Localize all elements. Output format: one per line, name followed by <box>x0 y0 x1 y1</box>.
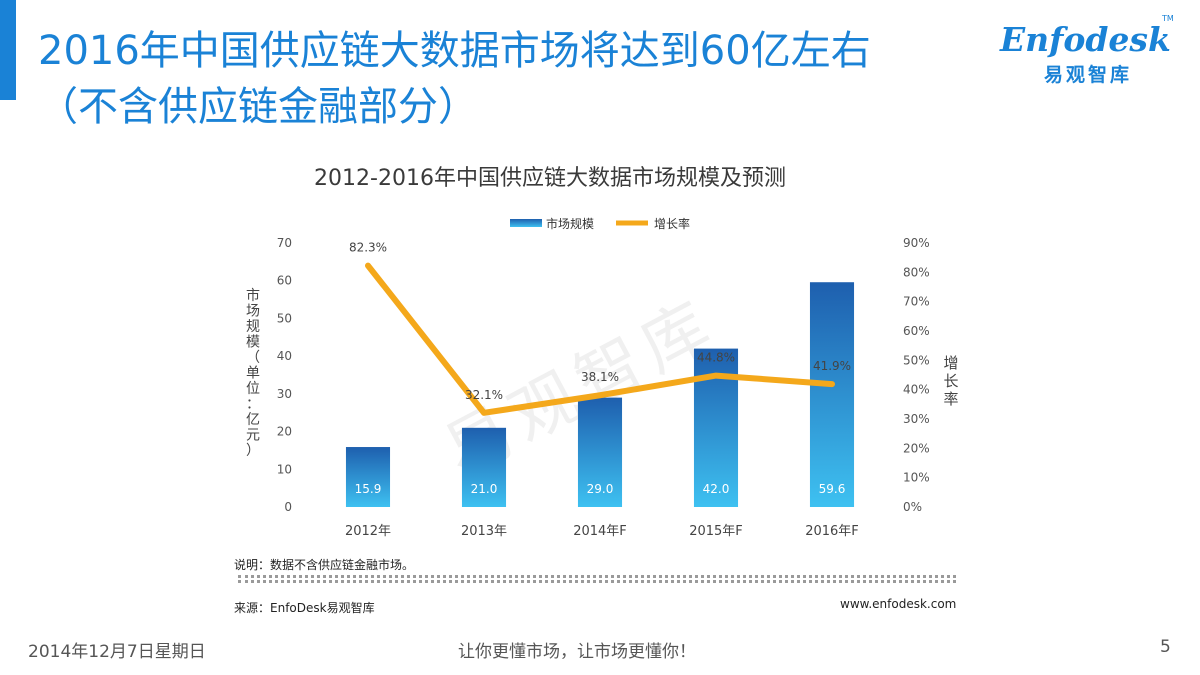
y-axis-title-left-char: （ <box>246 350 260 366</box>
y-axis-right: 0% 10% 20% 30% 40% 50% 60% 70% 80% 90% <box>903 236 930 514</box>
line-point <box>365 263 371 269</box>
y-tick-label-left: 30 <box>277 387 292 401</box>
x-axis: 2012年 2013年 2014年F 2015年F 2016年F <box>345 524 859 539</box>
y-tick-label-left: 50 <box>277 311 292 325</box>
y-tick-label-left: 10 <box>277 462 292 476</box>
line-value-label: 44.8% <box>697 351 735 365</box>
y-axis-title-left-char: ： <box>246 397 260 413</box>
bar-value-label: 59.6 <box>819 482 846 496</box>
x-tick-label: 2014年F <box>573 524 627 539</box>
bar-value-label: 42.0 <box>703 482 730 496</box>
x-tick-label: 2012年 <box>345 524 391 539</box>
y-axis-title-left-char: 市 <box>246 287 260 304</box>
line-point <box>481 410 487 416</box>
line-point <box>829 381 835 387</box>
y-axis-title-left-char: 场 <box>246 304 260 320</box>
y-tick-label-left: 0 <box>284 500 292 514</box>
bar-value-label: 21.0 <box>471 482 498 496</box>
x-tick-label: 2016年F <box>805 524 859 539</box>
x-tick-label: 2015年F <box>689 524 743 539</box>
y-axis-title-left-char: 位 <box>246 381 260 397</box>
bar-value-label: 15.9 <box>355 482 382 496</box>
y-tick-label-right: 90% <box>903 236 930 250</box>
y-axis-title-right-char: 率 <box>943 390 958 408</box>
y-axis-title-left-char: 模 <box>246 335 260 351</box>
y-tick-label-left: 20 <box>277 425 292 439</box>
slide-title-line-2: （不含供应链金融部分） <box>38 84 478 130</box>
y-tick-label-right: 70% <box>903 295 930 309</box>
bar <box>345 447 391 507</box>
dotted-divider-top <box>238 575 956 578</box>
line-series: 82.3% 32.1% 38.1% 44.8% 41.9% <box>349 241 851 416</box>
y-axis-title-right-char: 长 <box>943 372 958 390</box>
line-value-label: 41.9% <box>813 359 851 373</box>
footer-date: 2014年12月7日星期日 <box>28 642 206 662</box>
website-link[interactable]: www.enfodesk.com <box>840 597 957 611</box>
line-point <box>713 373 719 379</box>
y-axis-title-left-char: 亿 <box>246 412 260 428</box>
slide-title-line-1: 2016年中国供应链大数据市场将达到60亿左右 <box>38 28 871 74</box>
line-point <box>597 392 603 398</box>
y-tick-label-left: 40 <box>277 349 292 363</box>
page-number: 5 <box>1160 637 1171 657</box>
x-tick-label: 2013年 <box>461 524 507 539</box>
y-tick-label-right: 80% <box>903 265 930 279</box>
enfodesk-logo: Enfodesk TM 易观智库 <box>1000 12 1190 102</box>
bar <box>577 397 623 507</box>
line-value-label: 38.1% <box>581 370 619 384</box>
y-tick-label-right: 10% <box>903 471 930 485</box>
market-size-chart: 2012-2016年中国供应链大数据市场规模及预测 市场规模 增长率 010203… <box>246 166 959 539</box>
dotted-divider-bottom <box>238 580 956 583</box>
y-axis-left: 0 10 20 30 40 50 60 70 <box>277 236 292 514</box>
y-tick-label-right: 40% <box>903 383 930 397</box>
y-axis-title-left-char: ） <box>246 443 260 459</box>
line-value-label: 82.3% <box>349 241 387 255</box>
y-tick-label-right: 60% <box>903 324 930 338</box>
chart-source: 来源：EnfoDesk易观智库 <box>234 601 375 615</box>
line-value-label: 32.1% <box>465 388 503 402</box>
growth-rate-line <box>365 262 835 416</box>
y-tick-label-right: 30% <box>903 412 930 426</box>
bar-series: 15.9 21.0 29.0 42.0 59.6 <box>345 282 855 507</box>
bar <box>461 427 507 507</box>
y-axis-title-left-char: 规 <box>246 319 260 335</box>
logo-subtitle: 易观智库 <box>1044 64 1133 86</box>
legend-swatch-bar <box>510 219 542 227</box>
chart-title: 2012-2016年中国供应链大数据市场规模及预测 <box>314 166 786 191</box>
y-tick-label-right: 20% <box>903 441 930 455</box>
y-tick-label-right: 0% <box>903 500 922 514</box>
logo-trademark: TM <box>1162 14 1174 23</box>
legend-label-line: 增长率 <box>654 216 690 231</box>
y-tick-label-left: 70 <box>277 236 292 250</box>
footer-slogan: 让你更懂市场，让市场更懂你！ <box>458 642 696 662</box>
legend-label-bar: 市场规模 <box>546 216 594 231</box>
bar-value-label: 29.0 <box>587 482 614 496</box>
chart-note: 说明：数据不含供应链金融市场。 <box>234 558 415 572</box>
y-axis-title-left-char: 单 <box>246 366 260 382</box>
bar <box>809 282 855 507</box>
y-tick-label-left: 60 <box>277 274 292 288</box>
axis-titles: 市场规模（单位：亿元） 增长率 <box>246 287 959 459</box>
y-tick-label-right: 50% <box>903 353 930 367</box>
y-axis-title-left-char: 元 <box>246 428 260 444</box>
chart-legend: 市场规模 增长率 <box>510 216 690 231</box>
title-accent-bar <box>0 0 16 100</box>
logo-brand: Enfodesk <box>1000 20 1171 59</box>
y-axis-title-right-char: 增 <box>943 354 958 372</box>
